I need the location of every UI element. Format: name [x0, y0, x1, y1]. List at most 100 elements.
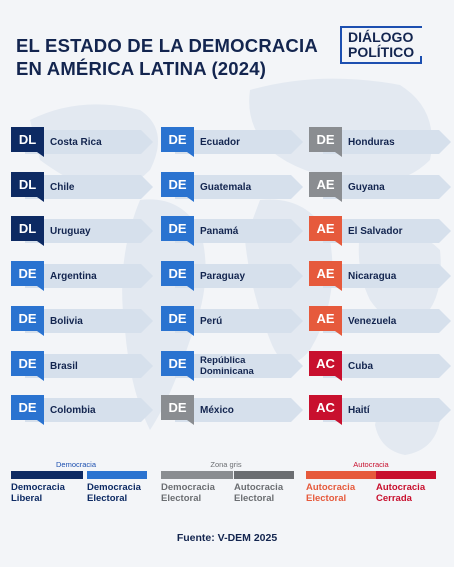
country-bar-arrow [141, 398, 153, 422]
country-bar [323, 354, 439, 378]
country-name: El Salvador [348, 225, 403, 237]
country-name: Perú [200, 315, 223, 327]
country-bar-arrow [291, 354, 303, 378]
regime-code-badge-tail [37, 286, 44, 291]
regime-code-badge: AE [309, 261, 342, 286]
country-entry: DE Argentina [11, 261, 157, 291]
country-bar-arrow [439, 309, 451, 333]
regime-code-badge: DE [161, 351, 194, 376]
country-entry: AE Guyana [309, 172, 454, 202]
regime-code-badge-tail [187, 197, 194, 202]
country-entry: DE Colombia [11, 395, 157, 425]
regime-code-badge-tail [335, 152, 342, 157]
regime-code-badge-tail [37, 197, 44, 202]
regime-code-badge: DE [161, 395, 194, 420]
logo-frame-corner [340, 56, 422, 64]
regime-code-badge-tail [335, 197, 342, 202]
country-bar-arrow [439, 219, 451, 243]
country-entry: DE Guatemala [161, 172, 307, 202]
country-entry: DE México [161, 395, 307, 425]
country-entry: DE Ecuador [161, 127, 307, 157]
regime-code-badge: DE [161, 216, 194, 241]
country-bar [323, 219, 439, 243]
legend-color-bar [161, 471, 233, 479]
legend-group-label: Autocracia [353, 460, 389, 469]
regime-code-badge-tail [335, 241, 342, 246]
legend-group-label: Zona gris [210, 460, 242, 469]
country-bar-arrow [141, 130, 153, 154]
country-bar-arrow [291, 398, 303, 422]
regime-code-badge-tail [187, 286, 194, 291]
regime-code-badge: DE [161, 261, 194, 286]
regime-code-badge: DE [11, 261, 44, 286]
country-entry: AE Venezuela [309, 306, 454, 336]
legend-color-bar [11, 471, 83, 479]
country-bar-arrow [439, 175, 451, 199]
country-bar-arrow [291, 219, 303, 243]
country-name: Panamá [200, 225, 239, 237]
country-bar-arrow [141, 264, 153, 288]
regime-code-badge: DE [161, 172, 194, 197]
country-name: Paraguay [200, 270, 246, 282]
country-bar [25, 264, 141, 288]
legend-label: Autocracia Electoral [234, 482, 284, 504]
country-name: Bolivia [50, 315, 83, 327]
regime-code-badge: DE [11, 306, 44, 331]
country-bar [323, 398, 439, 422]
source-note: Fuente: V-DEM 2025 [176, 532, 278, 544]
regime-code-badge-tail [187, 152, 194, 157]
country-name: Cuba [348, 360, 373, 372]
country-bar [175, 398, 291, 422]
country-bar-arrow [439, 354, 451, 378]
legend-label: Autocracia Electoral [306, 482, 356, 504]
country-bar [175, 130, 291, 154]
country-bar-arrow [141, 309, 153, 333]
country-name: Guatemala [200, 181, 252, 193]
country-bar [25, 354, 141, 378]
regime-code-badge-tail [37, 420, 44, 425]
regime-code-badge-tail [37, 152, 44, 157]
country-entry: DE Panamá [161, 216, 307, 246]
regime-code-badge-tail [187, 376, 194, 381]
regime-code-badge: DE [11, 395, 44, 420]
country-bar [25, 309, 141, 333]
country-name: Venezuela [348, 315, 397, 327]
country-entry: DE Bolivia [11, 306, 157, 336]
country-name: Chile [50, 181, 75, 193]
regime-code-badge: AE [309, 306, 342, 331]
country-entry: AC Haití [309, 395, 454, 425]
regime-code-badge-tail [37, 241, 44, 246]
legend-label: Democracia Electoral [87, 482, 141, 504]
country-bar-arrow [291, 264, 303, 288]
country-name: México [200, 404, 234, 416]
country-bar [175, 175, 291, 199]
legend-color-bar [87, 471, 147, 479]
regime-code-badge-tail [37, 376, 44, 381]
country-name: Costa Rica [50, 136, 102, 148]
country-name: Argentina [50, 270, 97, 282]
country-entry: DE Paraguay [161, 261, 307, 291]
country-name: República Dominicana [200, 355, 254, 377]
country-name: Guyana [348, 181, 385, 193]
regime-code-badge-tail [187, 241, 194, 246]
country-bar [175, 354, 291, 378]
country-bar [25, 219, 141, 243]
legend-color-bar [376, 471, 436, 479]
title-line-2: EN AMÉRICA LATINA (2024) [16, 58, 267, 79]
logo-text-line-1: DIÁLOGO [348, 29, 414, 45]
regime-code-badge-tail [37, 331, 44, 336]
legend-label: Democracia Electoral [161, 482, 215, 504]
country-bar [323, 264, 439, 288]
country-bar [323, 130, 439, 154]
logo-frame [340, 26, 422, 64]
country-bar [175, 309, 291, 333]
country-entry: DE Brasil [11, 351, 157, 381]
country-name: Haití [348, 404, 370, 416]
country-bar [25, 175, 141, 199]
country-bar [175, 219, 291, 243]
regime-code-badge-tail [187, 331, 194, 336]
logo-text-line-2: POLÍTICO [348, 44, 415, 60]
regime-code-badge: AE [309, 216, 342, 241]
country-entry: AE El Salvador [309, 216, 454, 246]
regime-code-badge: AC [309, 351, 342, 376]
